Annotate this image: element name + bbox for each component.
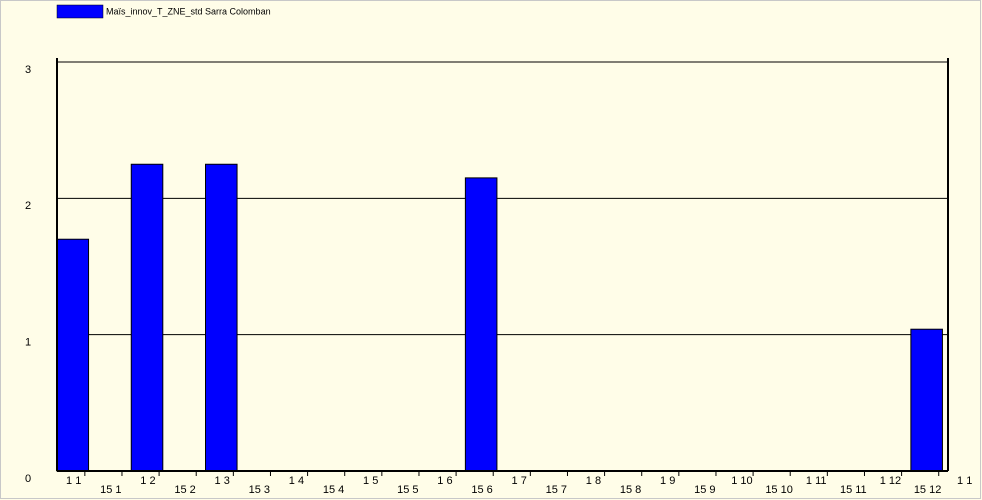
x-tick-label: 15 1 bbox=[100, 484, 121, 496]
bar bbox=[205, 163, 238, 472]
legend-label: Maïs_innov_T_ZNE_std Sarra Colomban bbox=[106, 6, 271, 16]
x-tick-label: 15 5 bbox=[397, 484, 418, 496]
legend-swatch bbox=[56, 4, 104, 19]
y-tick-label: 0 bbox=[25, 473, 31, 485]
x-tick-label: 15 4 bbox=[323, 484, 344, 496]
x-tick-label: 1 8 bbox=[586, 475, 601, 487]
x-tick-label: 1 4 bbox=[289, 475, 304, 487]
x-tick-label: 15 6 bbox=[471, 484, 492, 496]
x-tick-label: 15 3 bbox=[249, 484, 270, 496]
x-tick-label: 1 9 bbox=[660, 475, 675, 487]
x-tick-label: 1 10 bbox=[731, 475, 752, 487]
x-tick-label: 15 2 bbox=[174, 484, 195, 496]
x-tick-label: 1 5 bbox=[363, 475, 378, 487]
y-tick-label: 1 bbox=[25, 337, 31, 349]
x-tick-label: 1 1 bbox=[957, 475, 972, 487]
x-tick-label: 1 1 bbox=[66, 475, 81, 487]
x-tick-label: 15 10 bbox=[765, 484, 793, 496]
x-tick-label: 1 6 bbox=[437, 475, 452, 487]
x-tick-label: 1 11 bbox=[806, 475, 827, 487]
x-tick-label: 15 11 bbox=[840, 484, 867, 496]
bar bbox=[464, 177, 498, 472]
y-tick-label: 3 bbox=[25, 64, 31, 76]
x-tick-label: 15 9 bbox=[694, 484, 715, 496]
bar bbox=[130, 163, 164, 472]
x-tick-label: 1 2 bbox=[140, 475, 155, 487]
bar bbox=[56, 238, 90, 472]
bar bbox=[910, 328, 943, 472]
x-tick-label: 15 8 bbox=[620, 484, 641, 496]
x-tick-label: 15 7 bbox=[546, 484, 567, 496]
x-tick-label: 1 12 bbox=[880, 475, 901, 487]
x-tick-label: 1 7 bbox=[512, 475, 527, 487]
x-tick-label: 15 12 bbox=[914, 484, 942, 496]
x-tick-label: 1 3 bbox=[215, 475, 230, 487]
y-tick-label: 2 bbox=[25, 200, 31, 212]
